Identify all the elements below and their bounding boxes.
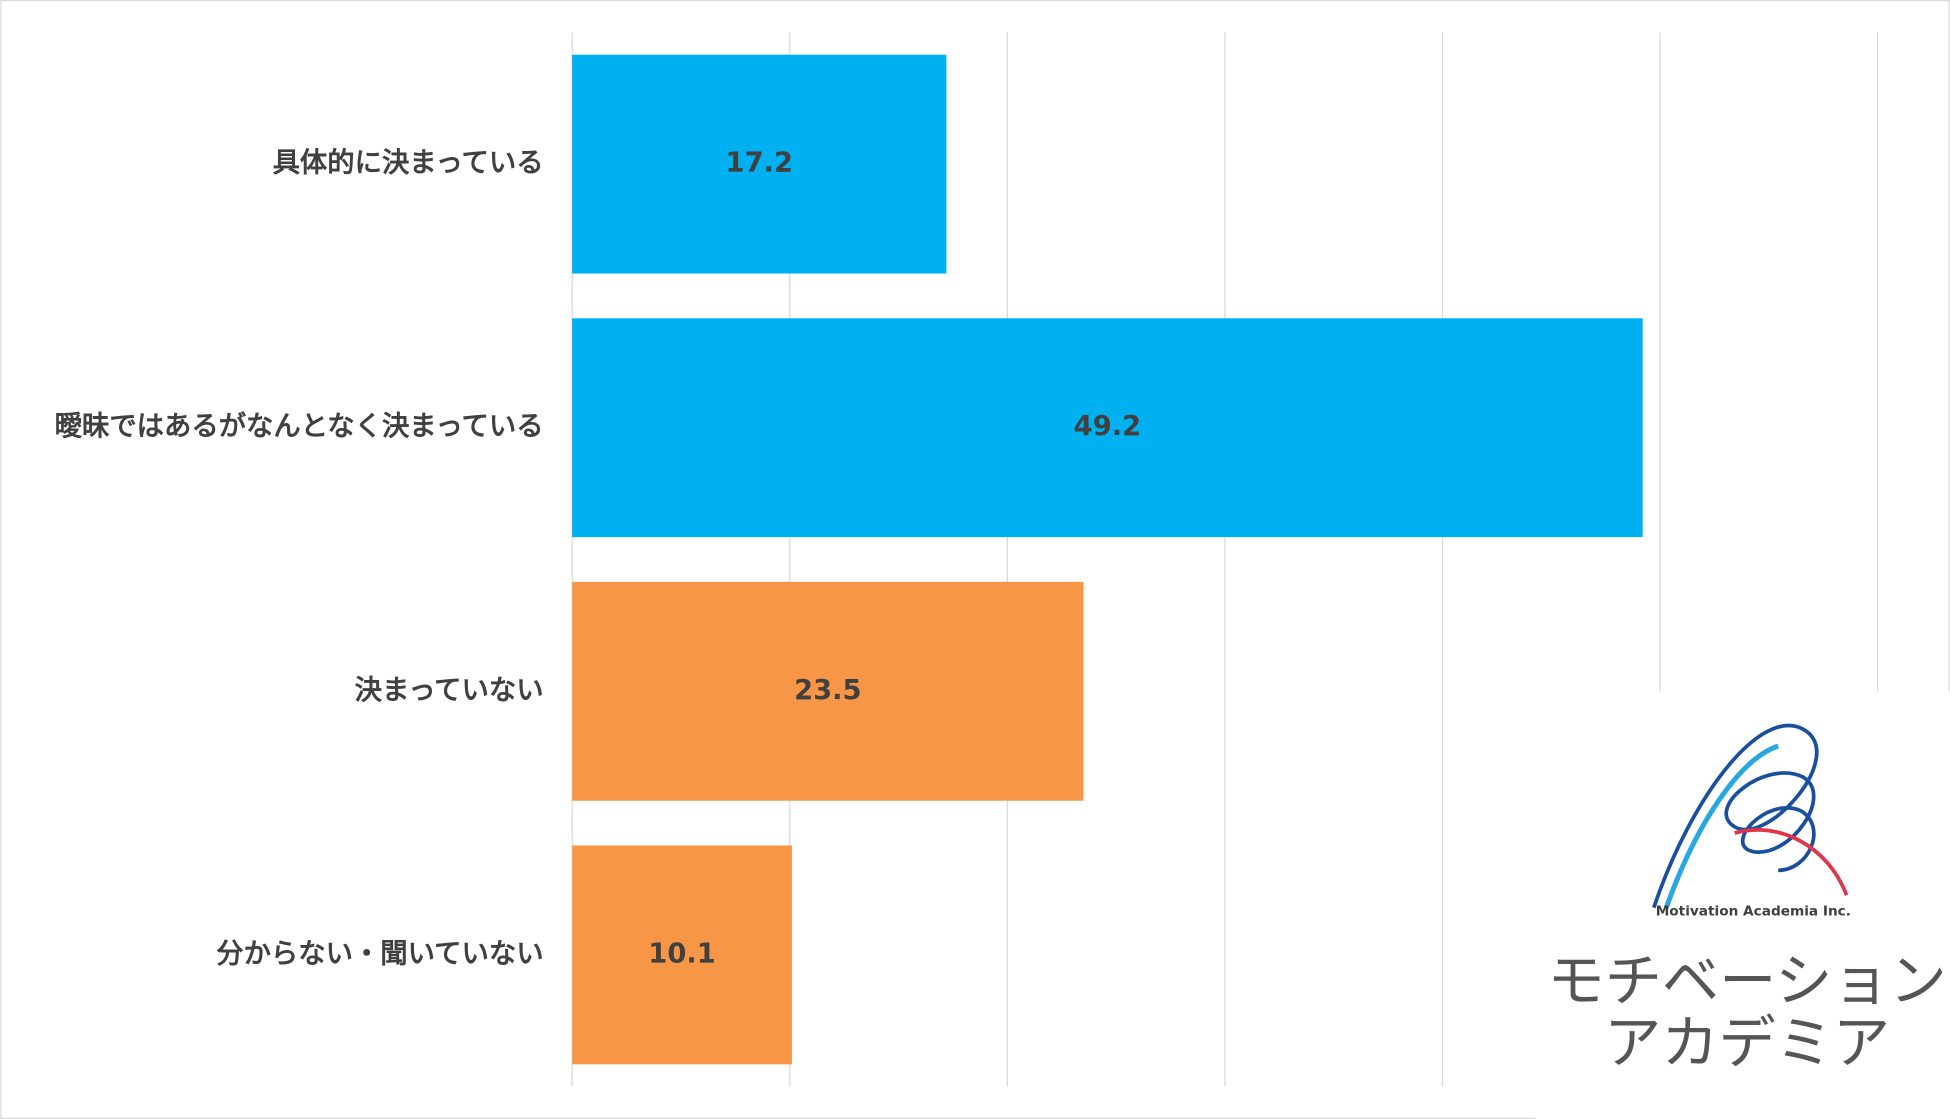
bar bbox=[572, 845, 792, 1065]
bar bbox=[572, 54, 947, 274]
logo-name: アカデミア bbox=[1604, 1011, 1890, 1077]
logo-name: モチベーション bbox=[1548, 948, 1947, 1014]
logo-swirl bbox=[1663, 743, 1780, 909]
logo-swirl bbox=[1652, 723, 1819, 909]
value-label: 10.1 bbox=[648, 938, 715, 969]
value-label: 23.5 bbox=[794, 675, 861, 706]
y-tick-label: 具体的に決まっている bbox=[273, 147, 544, 179]
y-tick-label: 曖昧ではあるがなんとなく決まっている bbox=[55, 410, 544, 442]
logo: Motivation Academia Inc. モチベーション アカデミア bbox=[1535, 691, 1950, 1119]
value-label: 17.2 bbox=[726, 148, 793, 179]
logo-tagline: Motivation Academia Inc. bbox=[1656, 903, 1851, 919]
bar bbox=[572, 581, 1084, 801]
y-tick-label: 決まっていない bbox=[355, 675, 544, 706]
y-tick-label: 分からない・聞いていない bbox=[216, 938, 543, 969]
logo-swirl bbox=[1734, 828, 1849, 896]
bar bbox=[572, 318, 1643, 538]
logo-background bbox=[1535, 691, 1950, 1119]
value-label: 49.2 bbox=[1074, 411, 1141, 442]
plot-area: 具体的に決まっている 17.2 曖昧ではあるがなんとなく決まっている 49.2 決まって… bbox=[55, 32, 1879, 1087]
